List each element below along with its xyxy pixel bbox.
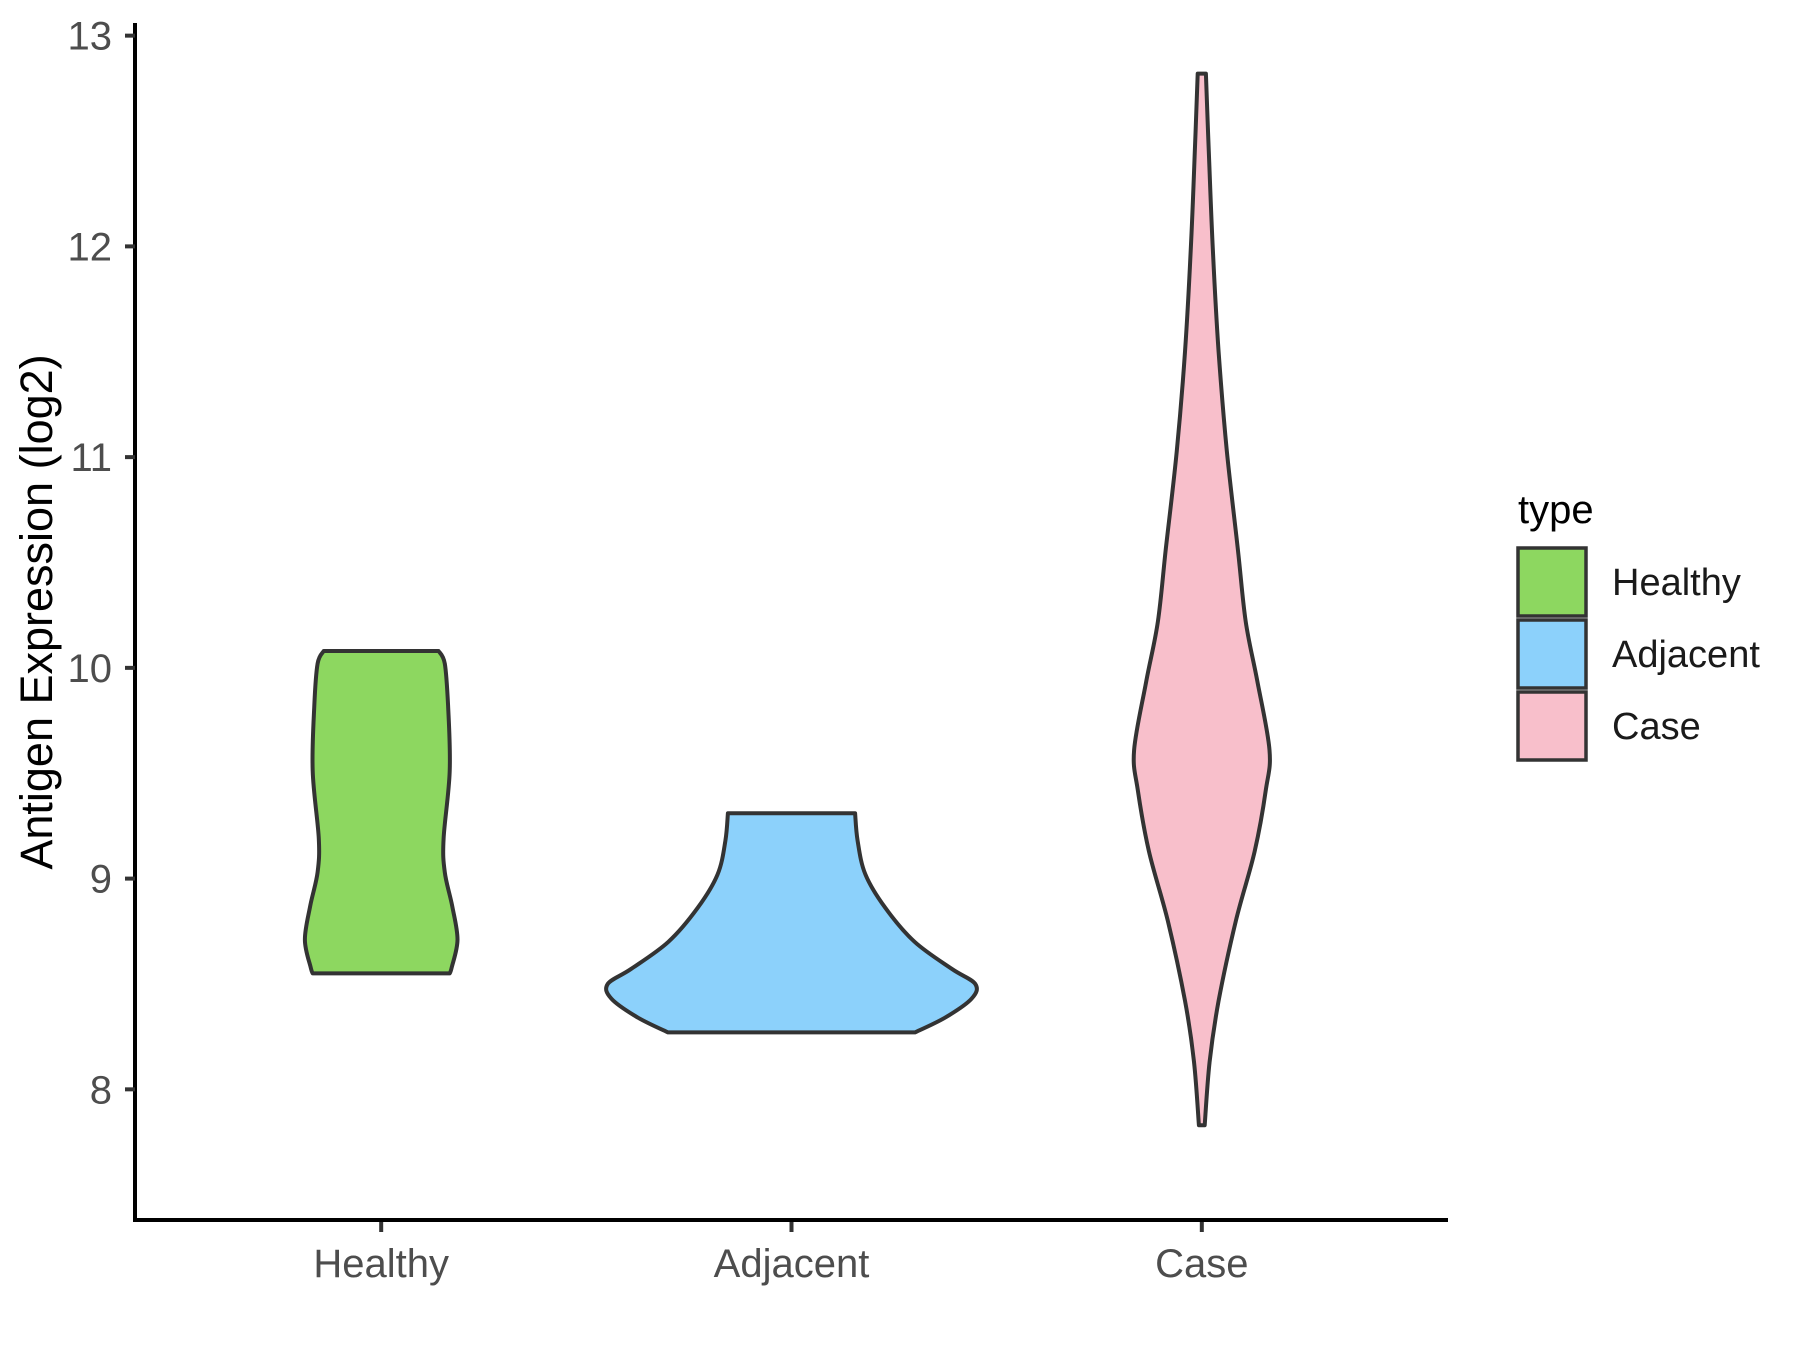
y-axis-title: Antigen Expression (log2) bbox=[11, 354, 62, 869]
x-tick-label: Healthy bbox=[313, 1242, 449, 1286]
x-axis-ticks: Healthy Adjacent Case bbox=[313, 1222, 1249, 1286]
legend-label-adjacent: Adjacent bbox=[1612, 634, 1760, 676]
legend-key-healthy bbox=[1516, 546, 1588, 618]
y-tick-label: 8 bbox=[90, 1068, 112, 1112]
y-tick-label: 11 bbox=[70, 436, 112, 480]
y-tick-label: 10 bbox=[68, 647, 113, 691]
y-tick-label: 12 bbox=[68, 225, 113, 269]
legend-title: type bbox=[1518, 488, 1594, 532]
violin-healthy bbox=[302, 649, 460, 976]
violin-case bbox=[1131, 71, 1272, 1128]
x-tick-label: Case bbox=[1155, 1242, 1248, 1286]
legend-label-healthy: Healthy bbox=[1612, 562, 1741, 604]
legend-key-adjacent bbox=[1516, 618, 1588, 690]
violin-adjacent bbox=[604, 811, 979, 1035]
x-tick-label: Adjacent bbox=[714, 1242, 870, 1286]
legend-key-case bbox=[1516, 690, 1588, 762]
violins-layer bbox=[302, 71, 1272, 1128]
legend-entries: Healthy Adjacent Case bbox=[1516, 546, 1760, 762]
legend: type Healthy Adjacent Case bbox=[1516, 488, 1760, 762]
legend-label-case: Case bbox=[1612, 706, 1701, 748]
y-tick-label: 9 bbox=[90, 858, 112, 902]
y-axis-ticks: 8 9 10 11 12 13 bbox=[68, 15, 135, 1112]
y-tick-label: 13 bbox=[68, 15, 113, 59]
